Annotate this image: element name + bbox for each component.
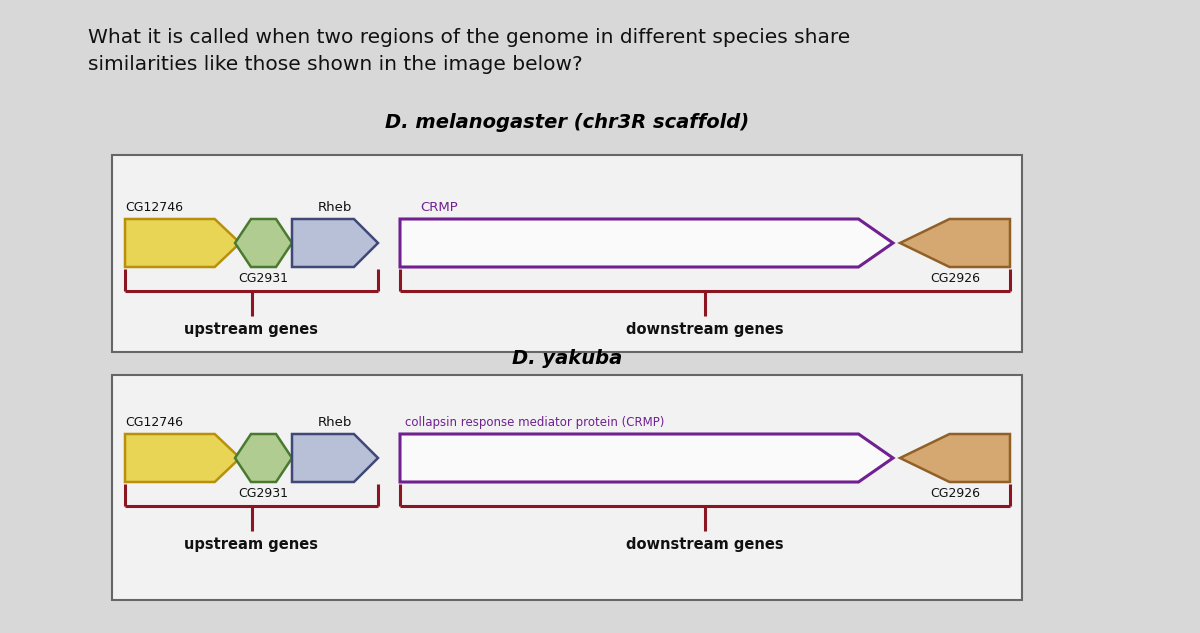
Polygon shape bbox=[292, 219, 378, 267]
Text: Rheb: Rheb bbox=[318, 416, 352, 429]
Polygon shape bbox=[292, 434, 378, 482]
Bar bbox=[112, 375, 1022, 600]
Text: upstream genes: upstream genes bbox=[185, 537, 318, 552]
Polygon shape bbox=[125, 219, 240, 267]
Text: CG12746: CG12746 bbox=[125, 201, 182, 214]
Text: CG2931: CG2931 bbox=[239, 272, 288, 285]
Text: What it is called when two regions of the genome in different species share: What it is called when two regions of th… bbox=[88, 28, 851, 47]
Text: downstream genes: downstream genes bbox=[626, 537, 784, 552]
Text: upstream genes: upstream genes bbox=[185, 322, 318, 337]
Bar bbox=[112, 155, 1022, 352]
Text: downstream genes: downstream genes bbox=[626, 322, 784, 337]
Polygon shape bbox=[235, 219, 292, 267]
Text: CG2926: CG2926 bbox=[930, 272, 980, 285]
Polygon shape bbox=[900, 434, 1010, 482]
Polygon shape bbox=[400, 434, 893, 482]
Text: collapsin response mediator protein (CRMP): collapsin response mediator protein (CRM… bbox=[406, 416, 665, 429]
Polygon shape bbox=[125, 434, 240, 482]
Text: CG12746: CG12746 bbox=[125, 416, 182, 429]
Text: CG2931: CG2931 bbox=[239, 487, 288, 500]
Text: similarities like those shown in the image below?: similarities like those shown in the ima… bbox=[88, 55, 583, 74]
Polygon shape bbox=[235, 434, 292, 482]
Text: CG2926: CG2926 bbox=[930, 487, 980, 500]
Text: CRMP: CRMP bbox=[420, 201, 457, 214]
Text: Rheb: Rheb bbox=[318, 201, 352, 214]
Text: D. yakuba: D. yakuba bbox=[512, 349, 622, 368]
Polygon shape bbox=[400, 219, 893, 267]
Polygon shape bbox=[900, 219, 1010, 267]
Text: D. melanogaster (chr3R scaffold): D. melanogaster (chr3R scaffold) bbox=[385, 113, 749, 132]
